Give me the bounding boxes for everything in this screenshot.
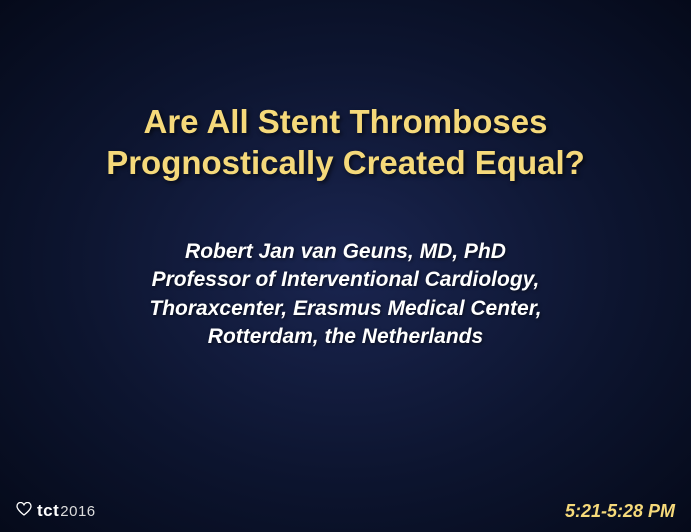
author-affiliation-2: Rotterdam, the Netherlands (149, 323, 541, 351)
slide-content: Are All Stent Thromboses Prognostically … (0, 0, 691, 532)
author-affiliation-1: Thoraxcenter, Erasmus Medical Center, (149, 295, 541, 323)
logo-text: tct (37, 501, 59, 521)
author-name: Robert Jan van Geuns, MD, PhD (149, 238, 541, 266)
time-slot: 5:21-5:28 PM (565, 501, 675, 522)
author-block: Robert Jan van Geuns, MD, PhD Professor … (149, 238, 541, 351)
heart-icon (16, 501, 32, 521)
slide: Are All Stent Thromboses Prognostically … (0, 0, 691, 532)
author-role: Professor of Interventional Cardiology, (149, 266, 541, 294)
logo-year: 2016 (60, 503, 95, 520)
slide-title: Are All Stent Thromboses Prognostically … (106, 101, 585, 184)
title-line-2: Prognostically Created Equal? (106, 144, 585, 181)
footer: tct2016 5:21-5:28 PM (0, 496, 691, 532)
title-line-1: Are All Stent Thromboses (143, 103, 547, 140)
conference-logo: tct2016 (16, 501, 96, 521)
